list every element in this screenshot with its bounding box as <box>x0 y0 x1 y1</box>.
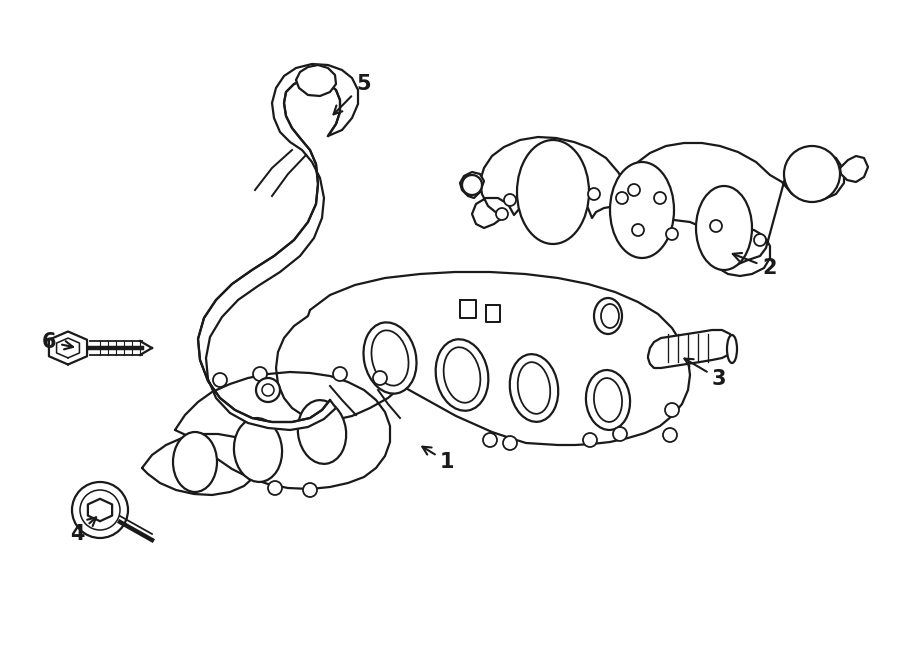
Polygon shape <box>296 65 336 96</box>
Ellipse shape <box>594 298 622 334</box>
Circle shape <box>588 188 600 200</box>
Circle shape <box>654 192 666 204</box>
Circle shape <box>496 208 508 220</box>
Circle shape <box>373 371 387 385</box>
Circle shape <box>80 490 120 530</box>
Ellipse shape <box>364 323 417 394</box>
Polygon shape <box>57 338 79 358</box>
Circle shape <box>665 403 679 417</box>
Circle shape <box>253 367 267 381</box>
Ellipse shape <box>517 140 589 244</box>
Ellipse shape <box>727 335 737 363</box>
Ellipse shape <box>610 162 674 258</box>
Polygon shape <box>88 499 112 522</box>
Circle shape <box>613 427 627 441</box>
Circle shape <box>483 433 497 447</box>
Circle shape <box>784 146 840 202</box>
Ellipse shape <box>234 418 282 482</box>
Polygon shape <box>472 137 844 276</box>
Text: 1: 1 <box>422 447 454 472</box>
Circle shape <box>666 228 678 240</box>
Circle shape <box>268 481 282 495</box>
Ellipse shape <box>298 400 346 464</box>
Polygon shape <box>840 156 868 182</box>
Text: 4: 4 <box>70 518 96 544</box>
Ellipse shape <box>509 354 558 422</box>
Circle shape <box>333 367 347 381</box>
Circle shape <box>504 194 516 206</box>
Text: 3: 3 <box>684 358 726 389</box>
Circle shape <box>303 483 317 497</box>
Polygon shape <box>198 64 358 430</box>
Ellipse shape <box>601 304 619 328</box>
Circle shape <box>72 482 128 538</box>
Ellipse shape <box>586 370 630 430</box>
Polygon shape <box>460 172 484 198</box>
Polygon shape <box>648 330 734 368</box>
Polygon shape <box>175 372 390 489</box>
Ellipse shape <box>696 186 752 270</box>
Circle shape <box>663 428 677 442</box>
Circle shape <box>628 184 640 196</box>
Circle shape <box>632 224 644 236</box>
Circle shape <box>256 378 280 402</box>
Polygon shape <box>460 300 476 318</box>
Polygon shape <box>486 305 500 322</box>
Circle shape <box>616 192 628 204</box>
Ellipse shape <box>372 330 409 385</box>
Circle shape <box>583 433 597 447</box>
Text: 2: 2 <box>733 253 777 278</box>
Circle shape <box>710 220 722 232</box>
Circle shape <box>462 175 482 195</box>
Text: 6: 6 <box>42 332 73 352</box>
Ellipse shape <box>594 378 622 422</box>
Circle shape <box>754 234 766 246</box>
Polygon shape <box>142 434 258 495</box>
Polygon shape <box>49 332 87 364</box>
Circle shape <box>213 373 227 387</box>
Ellipse shape <box>436 339 489 410</box>
Ellipse shape <box>444 347 481 403</box>
Text: 5: 5 <box>334 74 371 114</box>
Ellipse shape <box>518 362 550 414</box>
Ellipse shape <box>173 432 217 492</box>
Circle shape <box>503 436 517 450</box>
Circle shape <box>262 384 274 396</box>
Polygon shape <box>276 272 690 445</box>
